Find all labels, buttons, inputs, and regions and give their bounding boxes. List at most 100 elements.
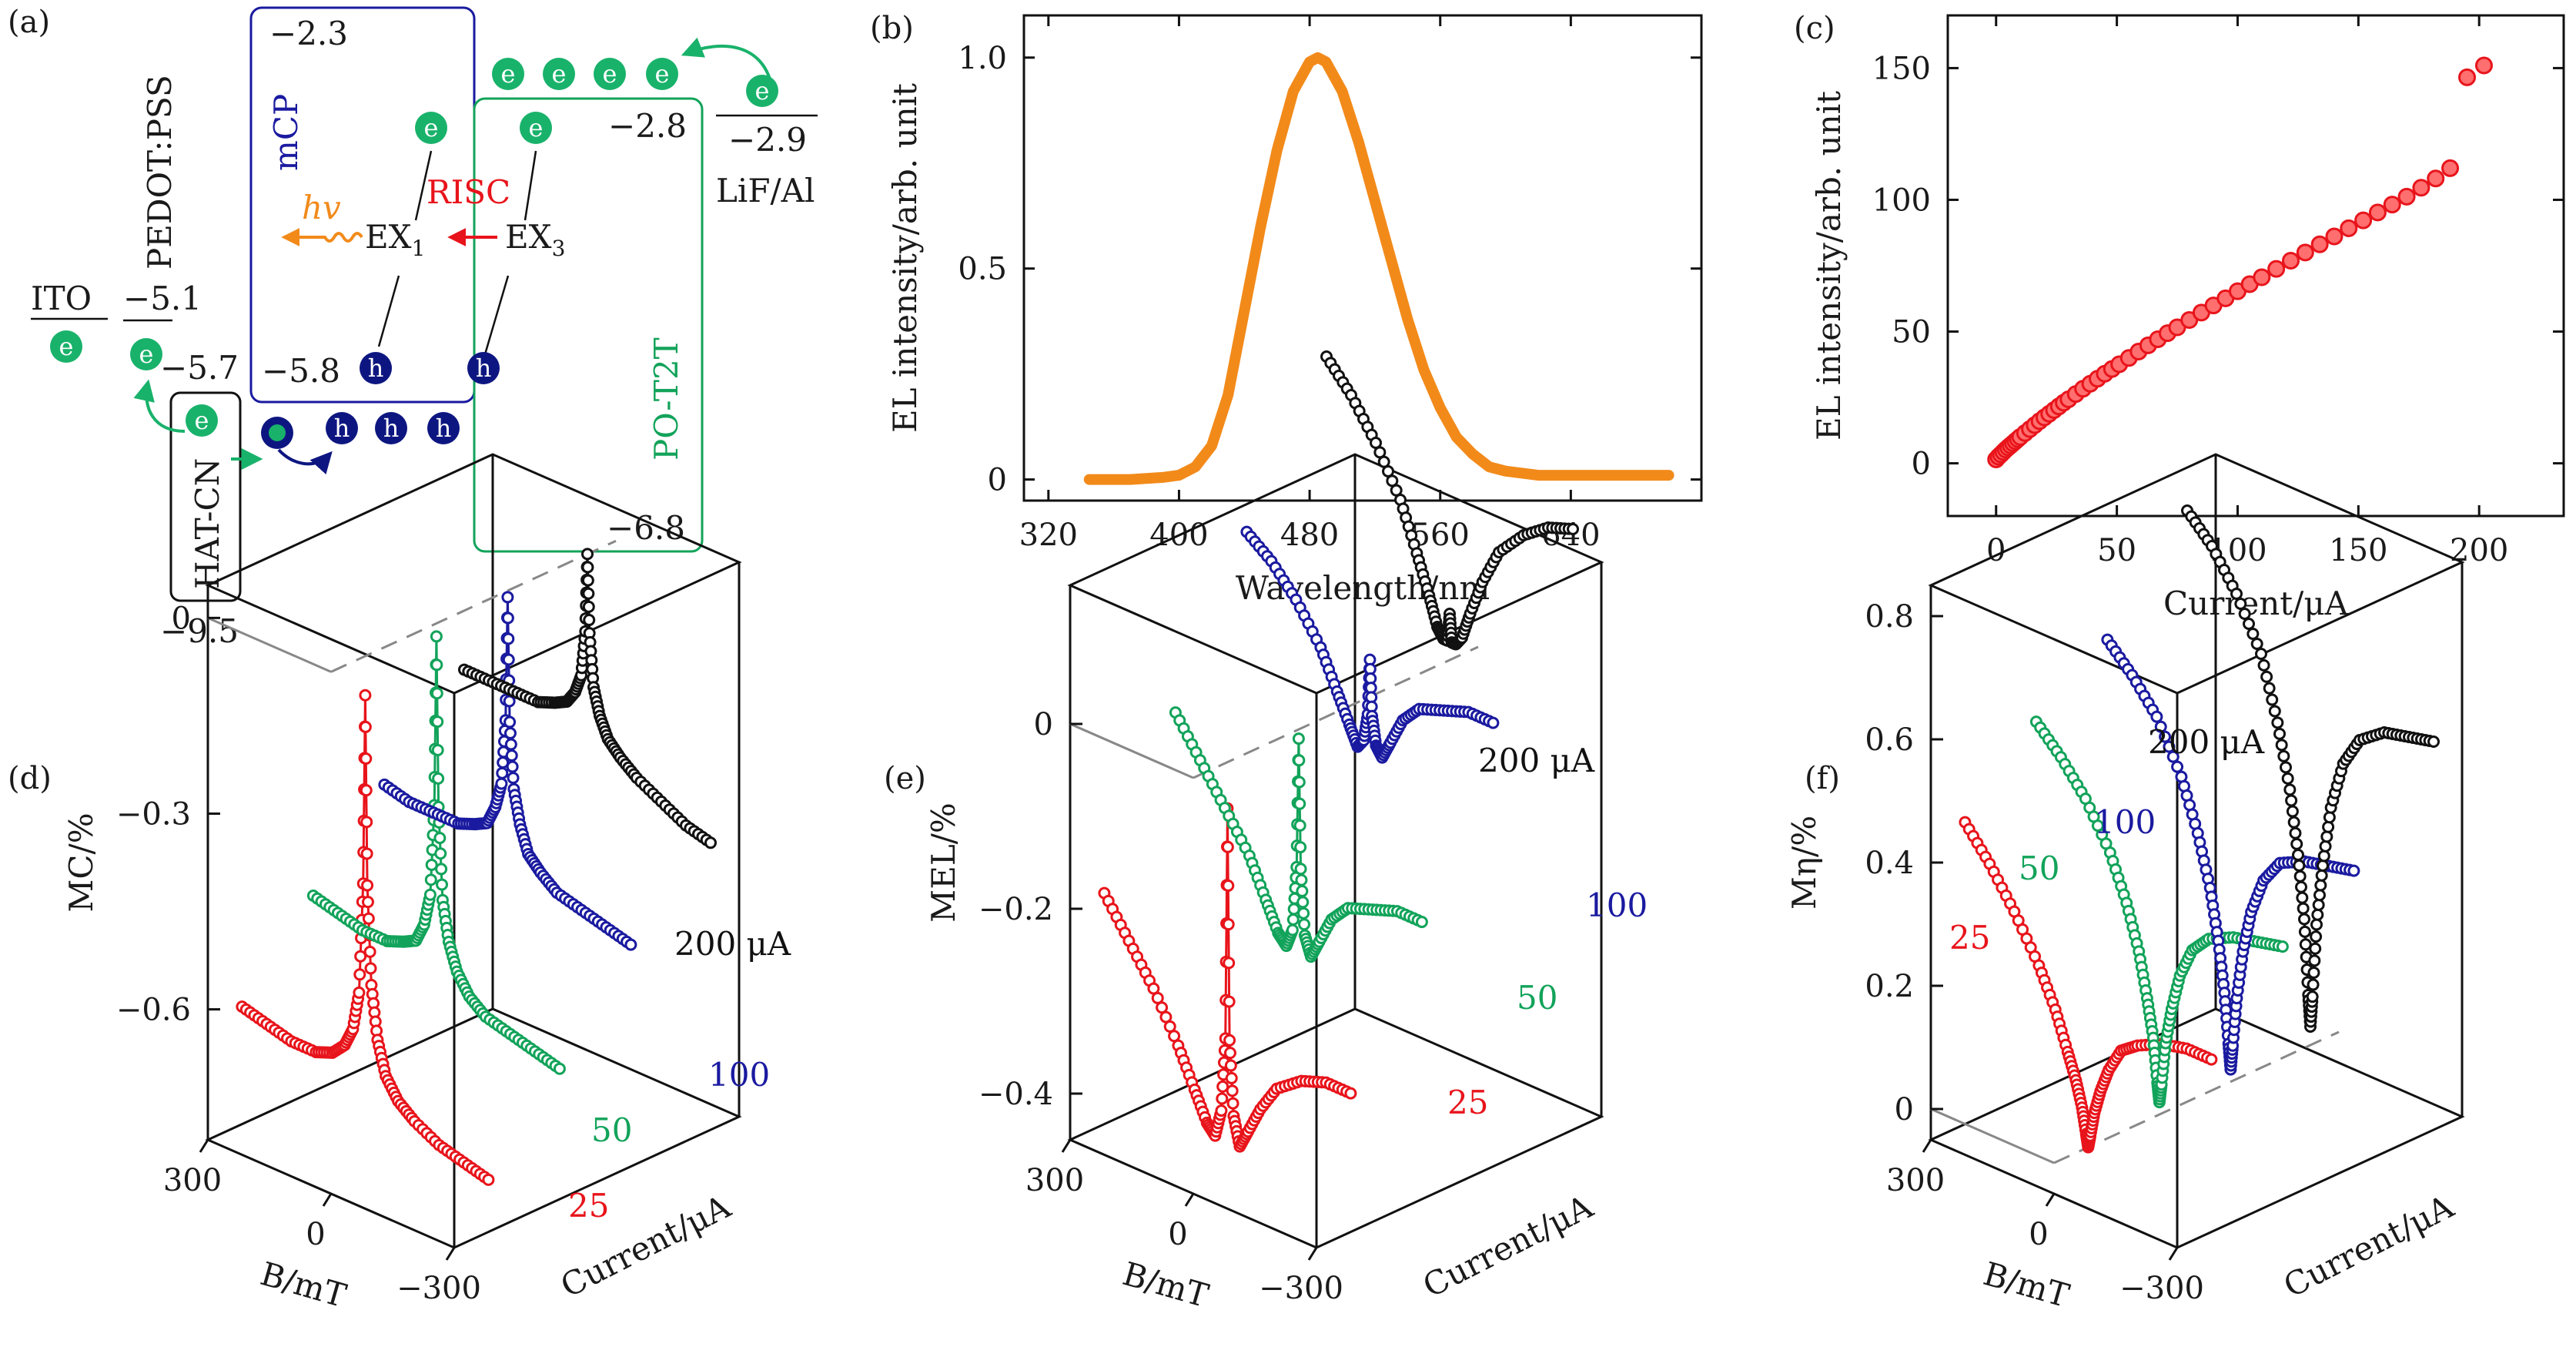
- panel-label: (d): [8, 761, 52, 796]
- y-tick-label: 0.5: [958, 252, 1007, 287]
- data-point: [353, 986, 366, 999]
- pot2t-box: [473, 97, 704, 553]
- box-bottom: [1067, 1007, 1604, 1249]
- data-point: [2205, 1053, 2218, 1066]
- data-point: [2354, 211, 2373, 230]
- data-point: [2150, 710, 2163, 723]
- data-point: [495, 777, 508, 790]
- data-point: [1216, 1080, 1229, 1093]
- zero-reference-line: [1069, 722, 1194, 779]
- y-axis-label: EL intensity/arb. unit: [1810, 91, 1848, 441]
- electron-icon: [130, 338, 162, 370]
- x-tick-label: 560: [1411, 518, 1470, 553]
- y-tick-label: −0.4: [979, 1077, 1053, 1112]
- data-point: [1222, 879, 1235, 892]
- data-point: [624, 938, 637, 951]
- data-point: [1221, 840, 1234, 853]
- b-tick: [1184, 1193, 1195, 1207]
- series-label: 200 μA: [2148, 723, 2265, 761]
- hv-label: hv: [302, 189, 341, 226]
- data-point: [2266, 693, 2279, 706]
- energy-level-diagram: (a) −2.3 −2.8 −5.8 −6.8 −9.5 −5.7 mCP PE…: [8, 5, 818, 650]
- y-axis-label: MC/%: [62, 813, 100, 912]
- b-tick-label: −300: [396, 1271, 481, 1306]
- series-label: 50: [1517, 979, 1557, 1017]
- data-point: [2310, 235, 2329, 253]
- data-point: [507, 772, 520, 785]
- data-point: [2427, 169, 2445, 188]
- data-point: [1292, 732, 1305, 746]
- data-point: [2474, 56, 2493, 75]
- panel-label: (f): [1805, 761, 1840, 796]
- data-point: [360, 816, 373, 829]
- y-axis-label: MEL/%: [925, 802, 962, 923]
- data-point: [360, 847, 373, 860]
- data-point: [1296, 896, 1310, 909]
- data-point: [1223, 1047, 1236, 1060]
- data-point: [2298, 925, 2311, 938]
- y-tick-label: −0.3: [116, 796, 191, 832]
- data-point: [1223, 1034, 1236, 1047]
- ito-label: ITO: [31, 280, 92, 317]
- electron-icon: [186, 404, 218, 437]
- data-point: [360, 784, 373, 797]
- y-tick-label: 0: [1912, 447, 1931, 482]
- data-point: [1226, 1097, 1239, 1110]
- data-point: [2281, 252, 2300, 270]
- ex3-link-h: [483, 275, 510, 355]
- hole-icon: [326, 412, 358, 444]
- charge-carriers: e eee ee e e eeh hh h h: [50, 58, 778, 449]
- data-point: [704, 836, 717, 849]
- data-point: [2297, 902, 2310, 915]
- y-tick-label: 0: [1895, 1092, 1914, 1127]
- data-point: [2296, 891, 2309, 904]
- series-label: 50: [2019, 849, 2059, 887]
- y-tick-label: 1.0: [958, 41, 1007, 76]
- electron-symbol: e: [603, 59, 617, 89]
- electron-icon: [543, 58, 575, 90]
- electron-symbol: e: [424, 113, 439, 142]
- hole-icon: [360, 352, 392, 384]
- data-point: [506, 760, 519, 773]
- hole-icon: [467, 352, 500, 384]
- data-point: [2289, 826, 2302, 839]
- data-point: [2310, 930, 2323, 943]
- data-point: [2315, 869, 2328, 882]
- x-tick-label: 480: [1280, 518, 1339, 553]
- y-tick-label: 100: [1872, 183, 1931, 218]
- x-tick-label: 0: [1986, 533, 2006, 568]
- electron-icon: [646, 58, 678, 90]
- series-label: 100: [2094, 803, 2156, 841]
- b-tick-label: −300: [1259, 1271, 1343, 1306]
- data-point: [361, 879, 374, 892]
- data-point: [2260, 670, 2273, 683]
- data-point: [2166, 750, 2180, 763]
- b-tick-label: 300: [163, 1163, 222, 1198]
- x-tick-label: 320: [1019, 518, 1078, 553]
- data-point: [1293, 797, 1306, 810]
- hole-symbol: h: [383, 414, 400, 443]
- data-point: [2397, 187, 2416, 206]
- electron-icon: [415, 112, 447, 144]
- data-point: [431, 715, 444, 729]
- emission-arrow: [281, 228, 363, 246]
- data-point: [2347, 864, 2360, 877]
- data-point: [2312, 899, 2325, 911]
- data-point: [1224, 1059, 1237, 1072]
- data-point: [2255, 648, 2267, 660]
- b-tick: [2168, 1247, 2179, 1261]
- data-point: [1294, 863, 1307, 876]
- y-tick-label: 0: [172, 601, 191, 636]
- data-point: [501, 591, 514, 604]
- x-axis-label: Current/μA: [2163, 585, 2349, 622]
- electron-icon: [746, 75, 778, 107]
- pedot-level: −5.1: [123, 280, 202, 317]
- data-point: [1225, 1071, 1238, 1084]
- data-point: [2238, 608, 2251, 620]
- data-point: [505, 749, 518, 762]
- b-axis-label: B/mT: [1979, 1255, 2073, 1315]
- data-point: [582, 600, 595, 613]
- data-point: [2287, 816, 2300, 829]
- electron-icon: [492, 58, 524, 90]
